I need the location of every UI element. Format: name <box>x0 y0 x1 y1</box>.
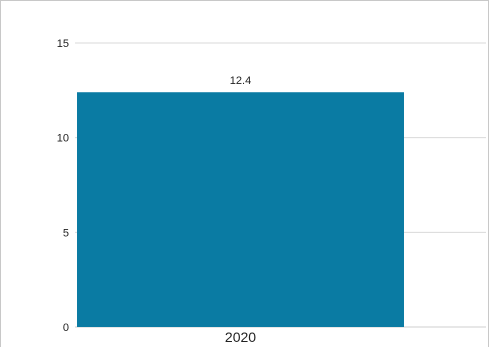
y-tick-label-5: 5 <box>63 227 69 239</box>
x-axis-category-labels: 2020 <box>225 329 256 345</box>
y-tick-label-0: 0 <box>63 322 69 334</box>
y-axis-tick-labels: 0 5 10 15 <box>57 38 69 334</box>
bar-2020 <box>77 92 404 327</box>
data-label-2020: 12.4 <box>230 75 251 87</box>
y-tick-label-10: 10 <box>57 133 69 145</box>
x-category-label-2020: 2020 <box>225 329 256 345</box>
data-labels: 12.4 <box>230 75 251 87</box>
y-tick-label-15: 15 <box>57 38 69 50</box>
bars <box>77 92 404 327</box>
